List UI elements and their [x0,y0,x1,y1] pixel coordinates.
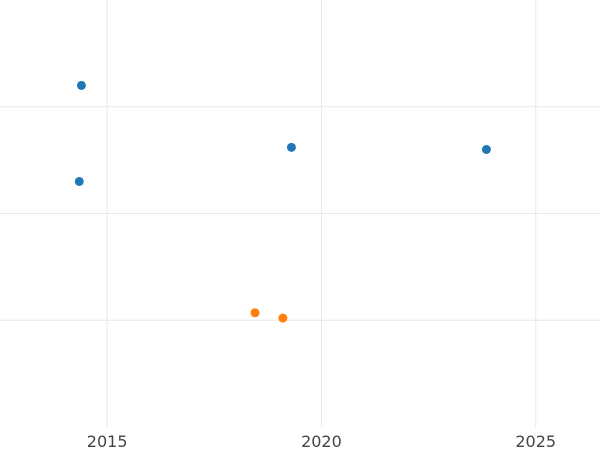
data-point-series-0-2 [286,142,296,152]
data-points [74,80,491,323]
x-tick-label: 2025 [515,432,556,450]
data-point-series-1-1 [278,313,288,323]
data-point-series-0-3 [481,144,491,154]
y-gridlines [0,106,600,321]
data-point-series-0-1 [74,176,84,186]
data-point-series-1-0 [250,308,260,318]
x-gridlines [106,0,537,427]
data-point-series-0-0 [76,80,86,90]
x-tick-label: 2015 [87,432,128,450]
x-tick-label: 2020 [301,432,342,450]
x-tick-labels: 2015 2020 2025 [87,432,556,450]
